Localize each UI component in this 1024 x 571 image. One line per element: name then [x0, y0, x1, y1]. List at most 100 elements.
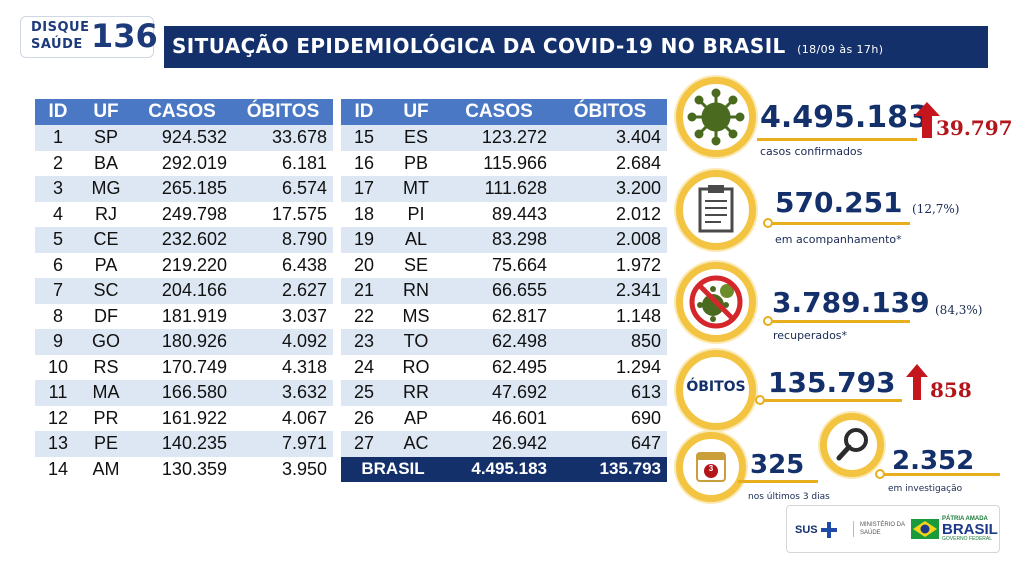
cell-uf: MG — [81, 176, 131, 202]
deaths-circle: ÓBITOS — [676, 350, 756, 430]
cell-id: 13 — [35, 431, 81, 457]
cell-uf: PB — [387, 150, 445, 176]
table-row: 2 BA 292.019 6.181 — [35, 150, 333, 176]
brazil-flag-icon — [911, 519, 939, 539]
logo-number: 136 — [91, 17, 158, 55]
cell-id: 1 — [35, 125, 81, 151]
cell-uf: PR — [81, 405, 131, 431]
col-header-obitos: ÓBITOS — [233, 99, 333, 125]
total-obitos: 135.793 — [553, 456, 667, 482]
cell-casos: 26.942 — [445, 431, 553, 457]
table-row: 26 AP 46.601 690 — [341, 405, 667, 431]
cell-casos: 62.498 — [445, 329, 553, 355]
cell-casos: 62.817 — [445, 303, 553, 329]
investigation-label: em investigação — [888, 484, 963, 494]
cell-uf: AC — [387, 431, 445, 457]
government-logos: SUS MINISTÉRIO DA SAÚDE PÁTRIA AMADA BRA… — [786, 505, 1000, 553]
cell-obitos: 2.627 — [233, 278, 333, 304]
cell-casos: 66.655 — [445, 278, 553, 304]
monitoring-label: em acompanhamento* — [775, 233, 902, 246]
cell-casos: 161.922 — [131, 405, 233, 431]
cell-obitos: 6.438 — [233, 252, 333, 278]
cell-obitos: 2.684 — [553, 150, 667, 176]
table-row: 13 PE 140.235 7.971 — [35, 431, 333, 457]
cell-uf: RN — [387, 278, 445, 304]
table-row: 12 PR 161.922 4.067 — [35, 405, 333, 431]
magnifier-icon — [836, 428, 868, 461]
cell-id: 24 — [341, 354, 387, 380]
cell-obitos: 17.575 — [233, 201, 333, 227]
col-header-casos: CASOS — [131, 99, 233, 125]
recovered-value: 3.789.139 — [772, 286, 930, 319]
cell-obitos: 850 — [553, 329, 667, 355]
cell-obitos: 2.012 — [553, 201, 667, 227]
cell-obitos: 4.318 — [233, 354, 333, 380]
logo-line1: DISQUE — [31, 20, 90, 35]
cell-obitos: 2.341 — [553, 278, 667, 304]
ministry-line2: SAÚDE — [860, 530, 881, 536]
cell-obitos: 4.067 — [233, 405, 333, 431]
cell-uf: SP — [81, 125, 131, 151]
confirmed-circle — [676, 77, 756, 157]
cell-obitos: 1.294 — [553, 354, 667, 380]
cell-uf: RR — [387, 380, 445, 406]
cell-uf: PI — [387, 201, 445, 227]
cell-casos: 219.220 — [131, 252, 233, 278]
cell-id: 7 — [35, 278, 81, 304]
cell-casos: 89.443 — [445, 201, 553, 227]
ministry-logo: MINISTÉRIO DA SAÚDE — [853, 521, 905, 537]
cell-uf: GO — [81, 329, 131, 355]
brasil-line2: BRASIL — [942, 521, 998, 538]
report-date: (18/09 às 17h) — [797, 43, 884, 56]
cell-uf: AP — [387, 405, 445, 431]
cell-uf: SE — [387, 252, 445, 278]
cell-obitos: 6.181 — [233, 150, 333, 176]
cell-casos: 62.495 — [445, 354, 553, 380]
confirmed-underline — [757, 138, 917, 141]
total-label: BRASIL — [341, 456, 445, 482]
monitoring-pct: (12,7%) — [912, 202, 960, 216]
monitoring-underline — [770, 222, 910, 225]
last3-underline — [738, 480, 818, 483]
clipboard-icon — [698, 185, 734, 233]
recovered-label: recuperados* — [773, 329, 848, 342]
cell-id: 15 — [341, 125, 387, 151]
plus-icon — [820, 522, 837, 538]
cell-id: 10 — [35, 354, 81, 380]
deaths-underline — [762, 399, 902, 402]
cell-casos: 83.298 — [445, 227, 553, 253]
states-table-right: ID UF CASOS ÓBITOS 15 ES 123.272 3.404 16 PB 1… — [341, 99, 667, 482]
cell-uf: CE — [81, 227, 131, 253]
recovered-underline — [770, 320, 910, 323]
table-header-row: ID UF CASOS ÓBITOS — [35, 99, 333, 125]
table-row: 7 SC 204.166 2.627 — [35, 278, 333, 304]
monitoring-dot — [763, 218, 773, 228]
col-header-uf: UF — [387, 99, 445, 125]
cell-id: 4 — [35, 201, 81, 227]
cell-id: 26 — [341, 405, 387, 431]
col-header-obitos: ÓBITOS — [553, 99, 667, 125]
table-row: 4 RJ 249.798 17.575 — [35, 201, 333, 227]
cell-casos: 204.166 — [131, 278, 233, 304]
table-row: 16 PB 115.966 2.684 — [341, 150, 667, 176]
cell-casos: 115.966 — [445, 150, 553, 176]
disque-saude-logo: DISQUE SAÚDE 136 — [20, 16, 158, 58]
calendar-icon — [696, 452, 726, 482]
table-row: 23 TO 62.498 850 — [341, 329, 667, 355]
sus-logo: SUS — [795, 522, 837, 538]
cell-obitos: 1.148 — [553, 303, 667, 329]
confirmed-delta: 39.797 — [936, 116, 1013, 140]
cell-id: 11 — [35, 380, 81, 406]
cell-obitos: 690 — [553, 405, 667, 431]
table-row: 17 MT 111.628 3.200 — [341, 176, 667, 202]
brasil-line3: GOVERNO FEDERAL — [942, 536, 993, 542]
cell-id: 17 — [341, 176, 387, 202]
cell-casos: 130.359 — [131, 456, 233, 482]
cell-id: 6 — [35, 252, 81, 278]
table-row: 24 RO 62.495 1.294 — [341, 354, 667, 380]
cell-uf: RS — [81, 354, 131, 380]
cell-obitos: 3.950 — [233, 456, 333, 482]
cell-obitos: 6.574 — [233, 176, 333, 202]
table-row: 14 AM 130.359 3.950 — [35, 456, 333, 482]
table-row: 22 MS 62.817 1.148 — [341, 303, 667, 329]
